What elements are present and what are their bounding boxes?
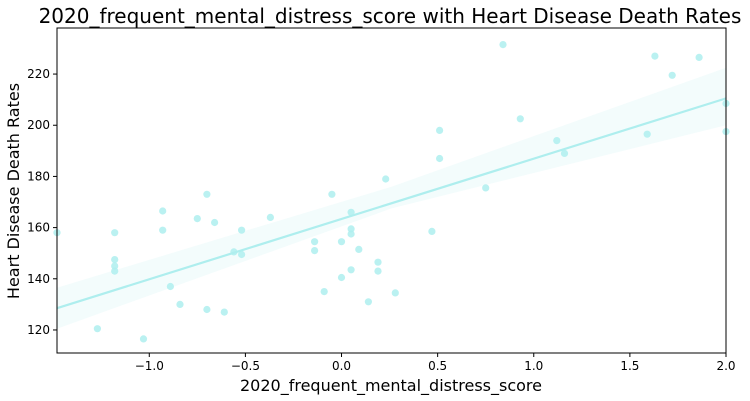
confidence-band (57, 67, 726, 329)
scatter-point (111, 229, 119, 237)
scatter-point (553, 137, 561, 145)
scatter-point (347, 225, 355, 233)
y-tick-label: 160 (27, 221, 50, 235)
scatter-point (159, 226, 167, 234)
scatter-point (203, 305, 211, 314)
scatter-point (355, 245, 363, 253)
scatter-point (166, 282, 174, 291)
y-tick-label: 200 (27, 118, 50, 132)
scatter-point (111, 267, 119, 275)
y-tick-label: 180 (27, 169, 50, 183)
scatter-points (53, 41, 730, 343)
scatter-point (176, 300, 184, 308)
x-tick-label: 0.0 (332, 359, 351, 373)
scatter-point (516, 115, 524, 123)
x-tick-label: −1.0 (135, 359, 164, 373)
scatter-point (482, 184, 490, 192)
scatter-point (695, 53, 703, 62)
scatter-point (337, 238, 346, 246)
scatter-point (436, 126, 444, 134)
scatter-point (203, 190, 211, 198)
confidence-interval (57, 67, 726, 329)
scatter-point (347, 266, 355, 274)
x-tick-label: 1.0 (524, 359, 543, 373)
scatter-point (428, 227, 436, 235)
scatter-point (499, 41, 507, 49)
x-tick-label: 0.5 (428, 359, 447, 373)
y-axis-ticks: 120 140 160 180 200 220 (27, 67, 57, 337)
x-axis-ticks: −1.0 −0.5 0.0 0.5 1.0 1.5 2.0 (135, 353, 736, 373)
y-axis-label: Heart Disease Death Rates (4, 83, 23, 299)
y-tick-label: 140 (27, 272, 50, 286)
scatter-point (651, 52, 659, 60)
scatter-point (374, 267, 382, 275)
scatter-point (337, 273, 346, 282)
scatter-point (220, 308, 228, 316)
regression-line (56, 97, 727, 310)
scatter-point (111, 256, 119, 264)
chart-title: 2020_frequent_mental_distress_score with… (39, 4, 742, 28)
x-tick-label: −0.5 (231, 359, 260, 373)
scatter-point (238, 250, 246, 259)
scatter-point (391, 289, 399, 297)
x-tick-label: 1.5 (620, 359, 639, 373)
scatter-point (328, 190, 336, 198)
x-tick-label: 2.0 (716, 359, 735, 373)
scatter-point (111, 262, 119, 270)
scatter-point (311, 238, 319, 246)
scatter-point (193, 215, 201, 223)
scatter-point (347, 208, 355, 216)
scatter-point (374, 258, 382, 266)
x-axis-label: 2020_frequent_mental_distress_score (240, 376, 542, 396)
plot-frame (56, 27, 727, 354)
y-tick-label: 120 (27, 323, 50, 337)
scatter-point (211, 218, 219, 227)
scatter-point (364, 298, 372, 306)
scatter-point (93, 325, 101, 333)
scatter-point (266, 213, 274, 221)
scatter-point (560, 149, 569, 157)
scatter-point (436, 154, 444, 163)
scatter-point (139, 335, 148, 343)
scatter-point (668, 71, 676, 79)
regression-line-group (56, 97, 727, 310)
scatter-point (347, 230, 355, 238)
y-tick-label: 220 (27, 67, 50, 81)
scatter-point (159, 207, 167, 215)
scatter-point (311, 247, 319, 255)
scatter-point (320, 288, 328, 296)
scatter-point (643, 130, 651, 138)
scatter-point (238, 226, 246, 234)
scatter-point (382, 175, 390, 183)
